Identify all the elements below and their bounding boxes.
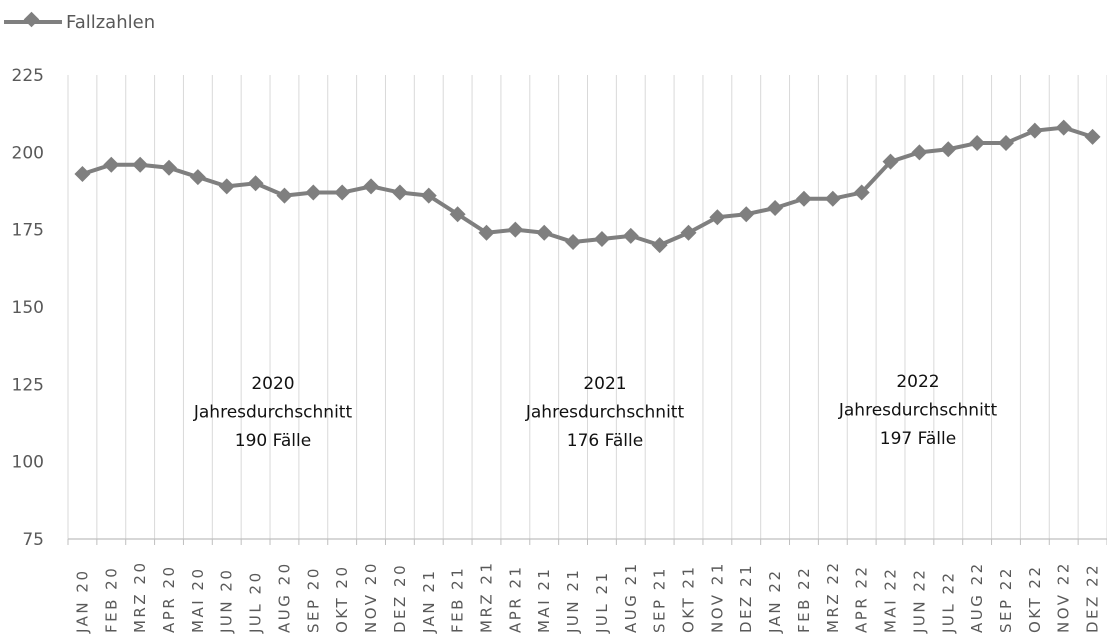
annotations: 2020 Jahresdurchschnitt 190 Fälle 2021 Jahre… xyxy=(193,372,998,451)
data-point xyxy=(74,165,91,182)
x-tick-label: SEP 21 xyxy=(651,566,669,633)
x-tick-label: JUN 20 xyxy=(218,568,236,634)
data-point xyxy=(161,159,178,176)
x-tick-label: APR 20 xyxy=(160,564,178,633)
data-point xyxy=(305,184,322,201)
legend: Fallzahlen xyxy=(4,11,155,33)
data-point xyxy=(1084,128,1101,145)
y-tick-label: 100 xyxy=(12,453,44,473)
x-tick-label: NOV 21 xyxy=(708,561,726,633)
data-point xyxy=(189,169,206,186)
data-point xyxy=(767,200,784,217)
x-tick-label: DEZ 21 xyxy=(737,563,755,633)
data-point xyxy=(218,178,235,195)
data-point xyxy=(651,237,668,254)
data-point xyxy=(680,224,697,241)
data-point xyxy=(622,227,639,244)
annotation-line: 190 Fälle xyxy=(235,431,311,451)
y-tick-label: 225 xyxy=(12,66,44,86)
x-tick-label: OKT 21 xyxy=(680,565,698,634)
x-tick-label: MRZ 20 xyxy=(131,561,149,634)
x-tick-label: NOV 22 xyxy=(1055,561,1073,633)
legend-marker xyxy=(23,11,40,28)
y-tick-label: 175 xyxy=(12,221,44,241)
data-point xyxy=(565,234,582,251)
x-tick-label: MAI 20 xyxy=(189,567,207,633)
x-tick-label: FEB 21 xyxy=(449,566,467,633)
y-tick-label: 75 xyxy=(22,530,44,550)
annotation-line: 2021 xyxy=(583,374,626,394)
data-point xyxy=(420,187,437,204)
data-point xyxy=(1026,122,1043,139)
x-tick-label: OKT 20 xyxy=(333,565,351,634)
annotation-year-average: 2020 Jahresdurchschnitt 190 Fälle xyxy=(193,374,353,451)
y-tick-label: 200 xyxy=(12,143,44,163)
data-point xyxy=(449,206,466,223)
data-point xyxy=(103,156,120,173)
annotation-year-average: 2022 Jahresdurchschnitt 197 Fälle xyxy=(838,372,998,449)
x-tick-label: MRZ 22 xyxy=(824,561,842,634)
x-tick-label: FEB 20 xyxy=(102,566,120,633)
data-point xyxy=(911,144,928,161)
x-tick-label: AUG 21 xyxy=(622,561,640,633)
annotation-line: 176 Fälle xyxy=(567,431,643,451)
x-tick-label: FEB 22 xyxy=(795,566,813,633)
data-point xyxy=(940,141,957,158)
x-tick-label: JUN 22 xyxy=(910,568,928,634)
data-point xyxy=(997,135,1014,152)
x-tick-label: JUL 21 xyxy=(593,570,611,634)
annotation-line: Jahresdurchschnitt xyxy=(193,403,353,423)
x-tick-label: SEP 20 xyxy=(304,566,322,633)
x-tick-label: APR 21 xyxy=(506,564,524,633)
annotation-line: Jahresdurchschnitt xyxy=(838,401,998,421)
x-tick-label: DEZ 22 xyxy=(1084,563,1102,633)
data-point xyxy=(478,224,495,241)
x-tick-label: NOV 20 xyxy=(362,561,380,633)
data-point xyxy=(969,135,986,152)
x-tick-label: JAN 22 xyxy=(766,569,784,635)
x-tick-label: MRZ 21 xyxy=(477,561,495,634)
x-tick-label: OKT 22 xyxy=(1026,565,1044,634)
y-tick-label: 125 xyxy=(12,375,44,395)
grid xyxy=(67,75,1107,539)
annotation-line: 2022 xyxy=(896,372,939,392)
data-point xyxy=(536,224,553,241)
annotation-line: 197 Fälle xyxy=(880,429,956,449)
annotation-year-average: 2021 Jahresdurchschnitt 176 Fälle xyxy=(525,374,685,451)
data-point xyxy=(795,190,812,207)
x-tick-label: JAN 21 xyxy=(420,569,438,635)
data-point xyxy=(247,175,264,192)
data-point xyxy=(824,190,841,207)
x-tick-label: SEP 22 xyxy=(997,566,1015,633)
x-tick-label: JUL 22 xyxy=(939,570,957,634)
x-tick-label: JAN 20 xyxy=(73,569,91,635)
y-tick-label: 150 xyxy=(12,298,44,318)
legend-label: Fallzahlen xyxy=(66,12,155,33)
data-point xyxy=(853,184,870,201)
data-point xyxy=(507,221,524,238)
data-point xyxy=(334,184,351,201)
axes: 75 100 125 150 175 200 225 JAN 20 FEB 20 MRZ 20 AP… xyxy=(12,66,1107,634)
data-point xyxy=(132,156,149,173)
x-tick-label: DEZ 20 xyxy=(391,563,409,633)
data-point xyxy=(391,184,408,201)
x-tick-label: MAI 21 xyxy=(535,567,553,633)
annotation-line: 2020 xyxy=(251,374,294,394)
x-tick-label: APR 22 xyxy=(853,564,871,633)
x-tick-label: MAI 22 xyxy=(882,567,900,633)
series xyxy=(74,119,1101,254)
data-point xyxy=(363,178,380,195)
data-point xyxy=(709,209,726,226)
data-point xyxy=(1055,119,1072,136)
data-point xyxy=(276,187,293,204)
x-tick-label: AUG 20 xyxy=(275,561,293,633)
x-tick-label: JUN 21 xyxy=(564,568,582,634)
data-point xyxy=(738,206,755,223)
x-tick-label: JUL 20 xyxy=(247,570,265,634)
annotation-line: Jahresdurchschnitt xyxy=(525,403,685,423)
data-point xyxy=(882,153,899,170)
data-point xyxy=(593,230,610,247)
x-tick-label: AUG 22 xyxy=(968,561,986,633)
